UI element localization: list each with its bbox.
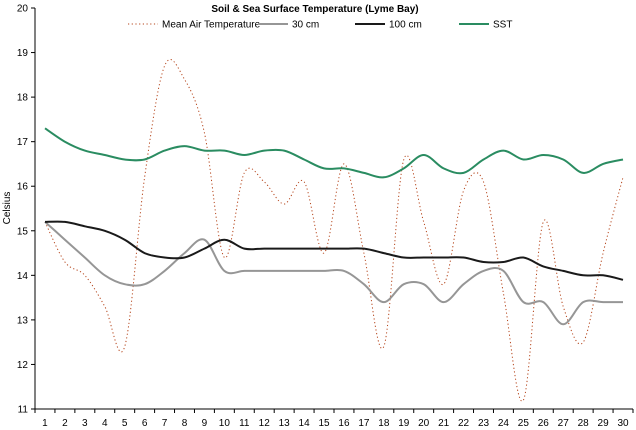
legend-label: 100 cm [389, 20, 422, 31]
series-line-2 [44, 220, 624, 281]
x-tick-label: 30 [617, 418, 629, 429]
x-tick-label: 1 [42, 418, 48, 429]
x-tick-label: 23 [478, 418, 490, 429]
x-tick-label: 2 [62, 418, 68, 429]
x-tick-label: 12 [259, 418, 271, 429]
y-tick-label: 15 [17, 226, 29, 237]
legend-label: SST [493, 20, 512, 31]
x-tick-label: 17 [358, 418, 370, 429]
x-tick-label: 6 [142, 418, 148, 429]
x-tick-label: 10 [219, 418, 231, 429]
x-tick-label: 29 [598, 418, 610, 429]
x-tick-label: 26 [538, 418, 550, 429]
x-tick-label: 19 [398, 418, 410, 429]
y-tick-label: 19 [17, 48, 29, 59]
x-tick-label: 5 [122, 418, 128, 429]
x-tick-label: 14 [299, 418, 311, 429]
y-tick-label: 14 [17, 271, 29, 282]
y-tick-label: 17 [17, 137, 29, 148]
y-axis-label: Celsius [2, 192, 13, 225]
x-tick-label: 25 [518, 418, 530, 429]
series-line-3 [44, 127, 624, 179]
x-tick-label: 21 [438, 418, 450, 429]
x-tick-label: 20 [418, 418, 430, 429]
x-tick-label: 18 [378, 418, 390, 429]
y-tick-label: 13 [17, 315, 29, 326]
x-tick-label: 24 [498, 418, 510, 429]
y-tick-label: 16 [17, 182, 29, 193]
chart-title: Soil & Sea Surface Temperature (Lyme Bay… [211, 4, 418, 15]
x-tick-label: 11 [239, 418, 250, 429]
y-tick-label: 12 [17, 360, 29, 371]
series-line-0 [44, 59, 624, 402]
x-tick-label: 27 [558, 418, 570, 429]
x-tick-label: 22 [458, 418, 470, 429]
series-line-1 [44, 221, 623, 326]
y-tick-label: 20 [17, 4, 29, 15]
x-tick-label: 8 [182, 418, 188, 429]
x-tick-label: 7 [162, 418, 168, 429]
x-tick-label: 4 [102, 418, 108, 429]
x-tick-label: 15 [318, 418, 330, 429]
x-tick-label: 13 [279, 418, 291, 429]
legend-label: Mean Air Temperature [162, 20, 261, 31]
x-tick-label: 9 [202, 418, 208, 429]
x-tick-label: 3 [82, 418, 88, 429]
y-tick-label: 18 [17, 93, 29, 104]
legend-label: 30 cm [292, 20, 319, 31]
x-tick-label: 28 [578, 418, 590, 429]
y-tick-label: 11 [18, 405, 29, 416]
x-tick-label: 16 [338, 418, 350, 429]
